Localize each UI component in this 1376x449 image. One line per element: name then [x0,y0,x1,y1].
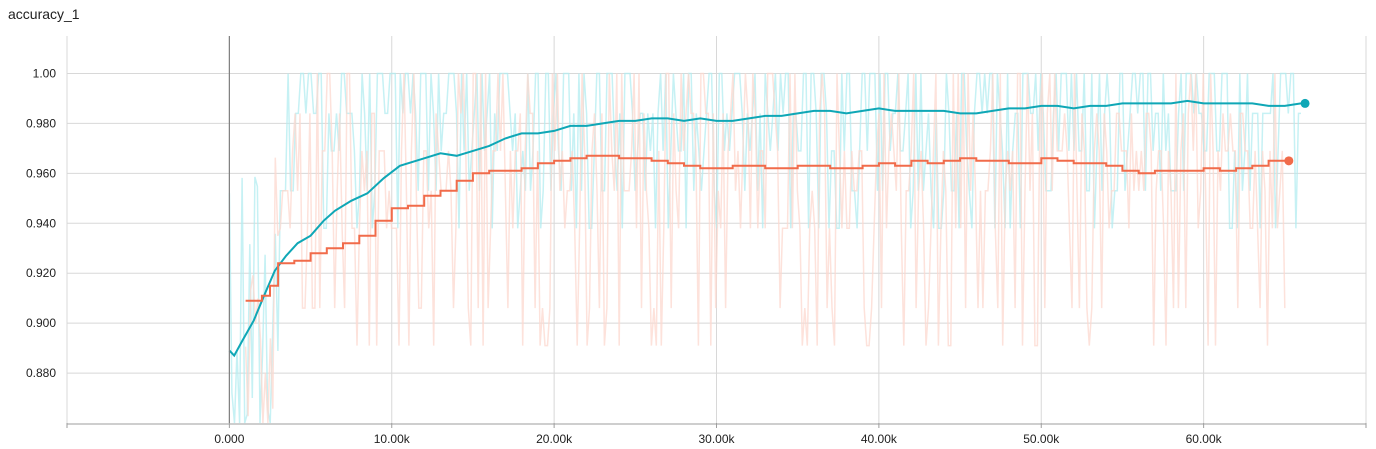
series-end-marker [1300,98,1310,108]
x-tick-label: 40.00k [861,432,898,446]
chart-title: accuracy_1 [8,6,80,22]
y-tick-label: 0.940 [26,216,56,230]
y-tick-label: 0.880 [26,366,56,380]
y-tick-label: 1.00 [33,66,57,80]
y-tick-label: 0.960 [26,166,56,180]
smoothed-series-line [245,154,1285,302]
raw-series-line [228,72,1301,424]
raw-series-line [244,72,1286,424]
y-tick-label: 0.980 [26,116,56,130]
x-tick-label: 10.00k [374,432,411,446]
series-end-marker [1284,156,1294,166]
x-tick-label: 30.00k [698,432,735,446]
y-tick-label: 0.920 [26,266,56,280]
smoothed-series-lines [228,98,1310,358]
smoothed-series-line [228,99,1302,358]
x-tick-label: 50.00k [1023,432,1060,446]
raw-series-lines [228,72,1301,424]
y-tick-label: 0.900 [26,316,56,330]
axes: 0.880 0.900 0.920 0.940 0.960 0.980 1.00 0.000 1… [26,36,1367,446]
x-tick-label: 0.000 [214,432,244,446]
x-tick-label: 60.00k [1186,432,1223,446]
x-tick-label: 20.00k [536,432,573,446]
